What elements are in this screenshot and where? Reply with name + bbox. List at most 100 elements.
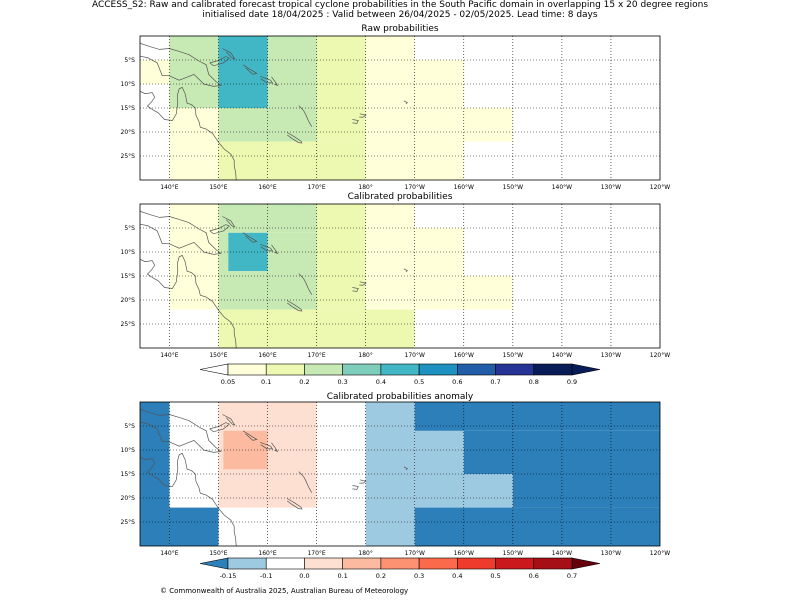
colorbar-bin: [304, 557, 343, 570]
coastline: [359, 281, 367, 286]
lon-tick-label: 160°W: [454, 184, 474, 191]
forecast-region-cell: [414, 430, 464, 474]
forecast-region-cell: [218, 36, 268, 108]
forecast-region-cell: [316, 108, 366, 142]
lon-tick-label: 150°E: [209, 184, 227, 191]
lat-tick-label: 10°S: [121, 81, 136, 88]
lat-tick-label: 20°S: [121, 297, 136, 304]
lon-tick-label: 120°W: [650, 352, 670, 359]
lon-tick-label: 160°E: [258, 184, 276, 191]
figure-subtitle: initialised date 18/04/2025 : Valid betw…: [202, 10, 598, 20]
coastline: [140, 42, 222, 87]
lon-tick-label: 140°E: [160, 550, 178, 557]
coastline: [260, 441, 274, 450]
coastline: [242, 430, 258, 441]
colorbar-bin: [342, 363, 382, 376]
lon-tick-label: 170°W: [405, 550, 425, 557]
lon-tick-label: 120°W: [650, 550, 670, 557]
coastline: [352, 119, 359, 124]
coastline: [286, 300, 303, 312]
map-frame: [139, 401, 661, 547]
colorbar-tick-label: 0.7: [567, 572, 577, 580]
lon-tick-label: 180°: [358, 550, 372, 557]
map-layer: [140, 36, 660, 180]
lat-tick-label: 10°S: [121, 249, 136, 256]
forecast-region-cell: [218, 141, 366, 180]
map-frame: [139, 35, 661, 181]
colorbar-tick-label: 0.05: [221, 378, 235, 386]
colorbar-tick-label: 0.4: [452, 572, 462, 580]
colorbar-tick-label: 0.5: [490, 572, 500, 580]
colorbar-tick-label: 0.9: [567, 378, 577, 386]
map-panel-3: 140°E 150°E 160°E 170°E 180° 170°W 160°W 150°W 1…: [121, 401, 670, 557]
forecast-region-cell: [169, 108, 219, 142]
forecast-region-cell: [414, 507, 660, 546]
lon-tick-label: 160°E: [258, 352, 276, 359]
forecast-region-cell: [267, 232, 317, 276]
coastline: [222, 48, 236, 60]
coastline: [222, 216, 236, 228]
lon-tick-label: 130°W: [601, 184, 621, 191]
colorbar-bin: [495, 557, 535, 570]
forecast-region-cell: [267, 36, 317, 108]
colorbar-tick-label: 0.2: [376, 572, 386, 580]
lon-tick-label: 180°: [358, 352, 372, 359]
colorbar-tick-label: -0.1: [260, 572, 273, 580]
coastline: [352, 287, 359, 292]
colorbar-tick-label: -0.15: [220, 572, 237, 580]
lon-tick-label: 140°W: [552, 352, 572, 359]
forecast-region-cell: [169, 204, 219, 276]
lon-tick-label: 170°E: [307, 550, 325, 557]
coastline: [271, 76, 279, 87]
lon-tick-label: 150°W: [503, 184, 523, 191]
colorbar-bin: [418, 557, 458, 570]
coastline: [242, 64, 258, 75]
map-frame: [139, 203, 661, 349]
colorbar-bin: [380, 363, 420, 376]
lat-tick-label: 5°S: [124, 57, 135, 64]
colorbar-tick-label: 0.8: [529, 378, 539, 386]
coastline: [359, 479, 367, 484]
map-layer: [140, 204, 660, 348]
lon-tick-label: 150°E: [209, 352, 227, 359]
panel-title-raw: Raw probabilities: [361, 24, 439, 34]
lon-tick-label: 170°W: [405, 184, 425, 191]
map-panel-1: 140°E 150°E 160°E 170°E 180° 170°W 160°W 150°W 1…: [121, 35, 670, 191]
lat-tick-label: 20°S: [121, 495, 136, 502]
colorbar-bin: [265, 557, 305, 570]
colorbar-bin: [342, 557, 382, 570]
forecast-region-cell: [169, 507, 219, 546]
colorbar-bin: [304, 363, 343, 376]
lon-tick-label: 160°W: [454, 352, 474, 359]
lon-tick-label: 150°W: [503, 550, 523, 557]
lat-tick-label: 20°S: [121, 129, 136, 136]
colorbar-extend-high: [571, 557, 601, 570]
coastline: [260, 243, 274, 252]
forecast-region-cell: [316, 204, 366, 276]
coastline: [271, 442, 279, 453]
coastline: [298, 471, 313, 493]
coastline: [140, 452, 237, 546]
panel-title-calibrated: Calibrated probabilities: [347, 192, 453, 202]
coastline: [403, 100, 409, 104]
forecast-region-cell: [365, 402, 415, 546]
colorbar-bin: [380, 557, 420, 570]
colorbar-tick-label: 0.6: [452, 378, 462, 386]
colorbar-bin: [418, 363, 458, 376]
forecast-region-cell: [140, 402, 170, 546]
lon-tick-label: 170°E: [307, 184, 325, 191]
colorbar-tick-label: 0.0: [299, 572, 309, 580]
forecast-region-cell: [414, 402, 660, 431]
lon-tick-label: 120°W: [650, 184, 670, 191]
forecast-region-cell: [365, 108, 464, 142]
coastline: [271, 244, 279, 255]
forecast-region-cell: [316, 276, 366, 310]
lon-tick-label: 140°W: [552, 184, 572, 191]
colorbar-tick-label: 0.6: [529, 572, 539, 580]
probability-colorbar: 0.05 0.1 0.2 0.3 0.4 0.5 0.6 0.7 0.8 0.9: [199, 363, 601, 386]
colorbar-tick-label: 0.1: [337, 572, 347, 580]
colorbar-bin: [533, 363, 573, 376]
coastline: [286, 132, 303, 144]
colorbar-extend-low: [199, 363, 229, 376]
